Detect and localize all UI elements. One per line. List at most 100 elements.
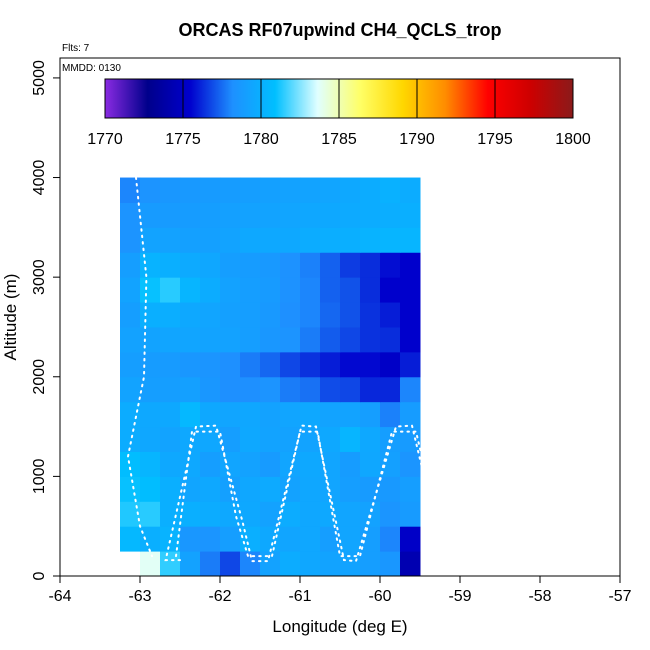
track-west-edge	[126, 176, 153, 558]
heatmap-cell	[140, 401, 161, 428]
heatmap-cell	[360, 252, 381, 278]
heatmap-cell	[220, 451, 241, 477]
heatmap-cell	[400, 451, 421, 477]
y-tick-label: 0	[31, 571, 48, 580]
heatmap-cell	[120, 476, 141, 502]
heatmap-cell	[140, 302, 161, 328]
heatmap-cell	[240, 326, 261, 353]
heatmap-cell	[360, 227, 381, 253]
y-tick-label: 1000	[31, 458, 48, 494]
heatmap-cell	[340, 376, 361, 403]
heatmap-cell	[340, 476, 361, 502]
heatmap-cell	[220, 326, 241, 353]
x-axis: -64 -63 -62 -61 -60 -59 -58 -57	[48, 576, 632, 605]
y-tick-label: 2000	[31, 359, 48, 395]
heatmap-cell	[340, 426, 361, 452]
heatmap-cell	[380, 227, 401, 253]
heatmap-cell	[180, 451, 201, 477]
heatmap-cell	[380, 326, 401, 353]
heatmap-cell	[280, 302, 301, 328]
heatmap-cell	[340, 252, 361, 278]
heatmap-cell	[220, 277, 241, 303]
heatmap-cell	[280, 426, 301, 452]
heatmap-cell	[300, 426, 321, 452]
heatmap-cell	[340, 551, 361, 576]
colorbar-tick-label: 1800	[555, 131, 591, 148]
heatmap-cell	[280, 451, 301, 477]
heatmap-cell	[180, 401, 201, 428]
heatmap-cell	[400, 476, 421, 502]
x-tick-label: -62	[208, 588, 231, 605]
heatmap-cell	[200, 376, 221, 403]
heatmap-cell	[380, 302, 401, 328]
heatmap-cell	[160, 551, 181, 576]
x-tick-label: -61	[288, 588, 311, 605]
heatmap-cell	[260, 227, 281, 253]
heatmap-cell	[360, 451, 381, 477]
heatmap-cell	[200, 326, 221, 353]
heatmap-cell	[240, 501, 261, 527]
heatmap-cell	[400, 252, 421, 278]
heatmap-cell	[220, 351, 241, 378]
heatmap-cell	[340, 277, 361, 303]
heatmap-cell	[380, 476, 401, 502]
heatmap-cell	[260, 401, 281, 428]
heatmap-cell	[260, 302, 281, 328]
heatmap-cell	[380, 401, 401, 428]
heatmap-cell	[120, 252, 141, 278]
heatmap-cell	[360, 202, 381, 228]
heatmap-cell	[160, 351, 181, 378]
x-tick-label: -59	[448, 588, 471, 605]
heatmap-cell	[180, 551, 201, 576]
heatmap-cell	[220, 501, 241, 527]
heatmap-cell	[180, 252, 201, 278]
heatmap-cell	[280, 177, 301, 203]
heatmap-cell	[280, 401, 301, 428]
heatmap-cell	[120, 501, 141, 527]
heatmap-cell	[220, 202, 241, 228]
heatmap-cell	[220, 401, 241, 428]
heatmap-cell	[340, 451, 361, 477]
x-tick-label: -58	[528, 588, 551, 605]
heatmap-cell	[300, 351, 321, 378]
heatmap-cell	[140, 326, 161, 353]
heatmap-cell	[240, 451, 261, 477]
heatmap-cell	[220, 376, 241, 403]
heatmap-cell	[140, 451, 161, 477]
heatmap-cell	[300, 501, 321, 527]
heatmap-cell	[400, 227, 421, 253]
heatmap-cell	[260, 476, 281, 502]
heatmap-cell	[220, 227, 241, 253]
heatmap-cell	[340, 202, 361, 228]
heatmap-cell	[160, 177, 181, 203]
heatmap-cell	[120, 426, 141, 452]
heatmap-cell	[140, 526, 161, 552]
heatmap-cell	[280, 551, 301, 576]
heatmap-cell	[140, 227, 161, 253]
heatmap-cell	[320, 202, 341, 228]
heatmap-cell	[140, 476, 161, 502]
heatmap-cell	[180, 526, 201, 552]
heatmap-cell	[360, 326, 381, 353]
heatmap-cell	[400, 401, 421, 428]
heatmap-cell	[120, 351, 141, 378]
heatmap-cell	[140, 177, 161, 203]
colorbar-tick-label: 1770	[87, 131, 123, 148]
heatmap-cell	[300, 376, 321, 403]
heatmap-cell	[360, 177, 381, 203]
heatmap-cell	[240, 227, 261, 253]
heatmap-cell	[240, 177, 261, 203]
heatmap-cell	[300, 202, 321, 228]
heatmap-cell	[180, 177, 201, 203]
heatmap-cell	[240, 401, 261, 428]
heatmap-cell	[140, 351, 161, 378]
heatmap-cell	[200, 302, 221, 328]
heatmap-cell	[380, 351, 401, 378]
heatmap-cell	[280, 476, 301, 502]
heatmap-cell	[160, 277, 181, 303]
heatmap-cell	[120, 302, 141, 328]
heatmap-cell	[200, 526, 221, 552]
heatmap-cell	[360, 551, 381, 576]
heatmap-cell	[120, 526, 141, 552]
colorbar-tick-label: 1775	[165, 131, 201, 148]
